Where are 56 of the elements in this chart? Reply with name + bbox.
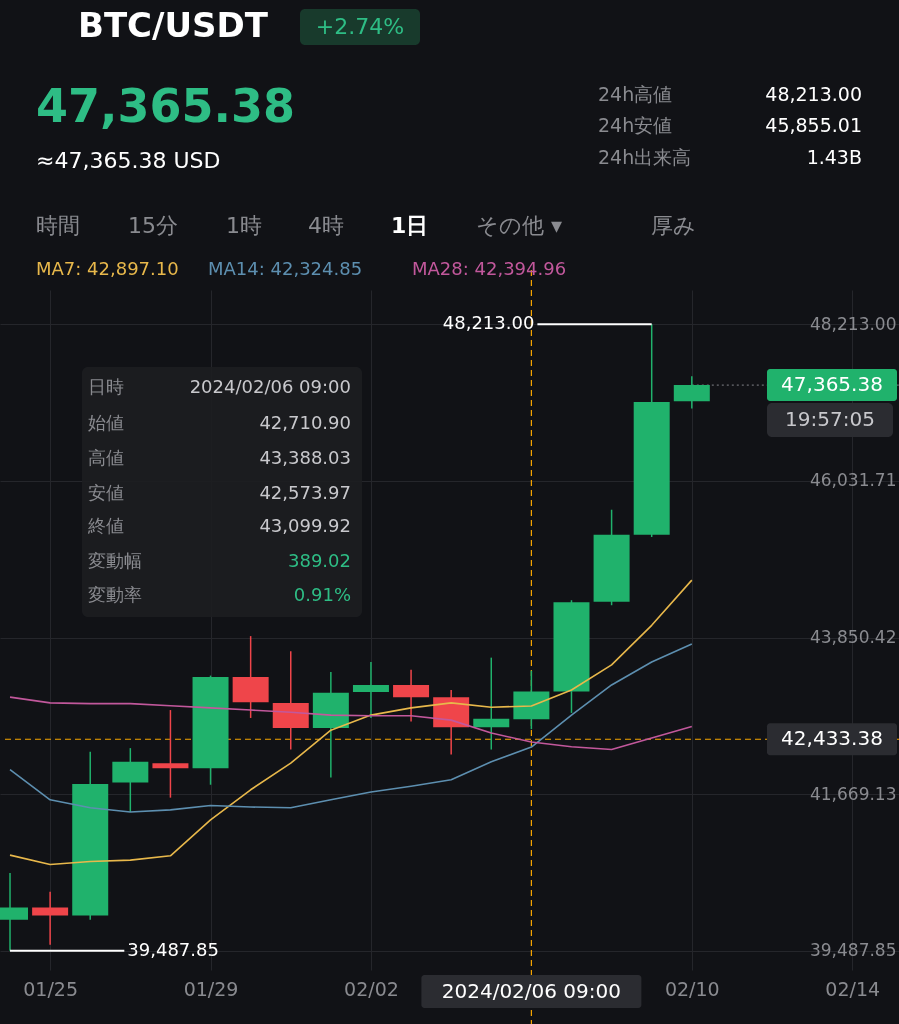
x-tick-label: 02/02 (344, 977, 399, 1000)
annotation: 19:57:05 (785, 407, 875, 431)
text: 24h安値 (598, 114, 673, 136)
annotation: 終値 (87, 515, 124, 536)
text: ≈47,365.38 USD (36, 148, 221, 173)
annotation: 389.02 (288, 550, 351, 571)
text: 時間 (36, 213, 80, 238)
text: 24h出来高 (598, 146, 692, 168)
chart-title: BTC/USDT (78, 5, 269, 45)
ref-line-label: 42,433.38 (781, 726, 883, 751)
text: 厚み (651, 213, 696, 238)
annotation: 安値 (88, 482, 124, 503)
annotation: 43,388.03 (259, 447, 351, 468)
text: 1日 (391, 213, 429, 238)
line-series (9, 696, 693, 751)
candlestick (473, 656, 510, 751)
annotation: 0.91% (293, 584, 351, 605)
y-tick-label: 48,213.00 (809, 313, 897, 334)
y-tick-label: 41,669.13 (809, 783, 897, 804)
text: 15分 (128, 213, 178, 238)
text: +2.74% (315, 14, 405, 39)
x-tick-label: 02/10 (664, 977, 720, 1000)
text: 1時 (226, 213, 262, 238)
annotation: 高値 (88, 447, 124, 468)
y-tick-label: 46,031.71 (809, 470, 897, 491)
annotation: 42,710.90 (259, 412, 351, 433)
ref-line-label: 2024/02/06 09:00 (441, 979, 622, 1003)
annotation: 変動幅 (88, 550, 142, 571)
annotation: 42,573.97 (259, 482, 351, 503)
x-tick-label: 01/29 (183, 977, 239, 1000)
y-tick-label: 43,850.42 (809, 627, 897, 648)
annotation: 43,099.92 (259, 515, 351, 536)
text: 4時 (308, 213, 344, 238)
text: 24h高値 (598, 83, 673, 105)
candlestick (152, 709, 189, 799)
ref-line-label: 47,365.38 (781, 372, 883, 397)
text: 48,213.00 (765, 83, 862, 105)
x-tick-label: 01/25 (23, 977, 78, 1000)
text: その他 ▾ (476, 213, 563, 238)
line-series (9, 643, 693, 813)
annotation: 日時 (88, 376, 124, 397)
candlestick (352, 661, 389, 719)
text: MA7: 42,897.10 (36, 258, 179, 279)
annotation: 変動率 (88, 584, 142, 605)
text: 45,855.01 (765, 114, 862, 136)
text: 1.43B (806, 146, 862, 168)
text: 47,365.38 (36, 79, 295, 133)
text: MA28: 42,394.96 (412, 258, 567, 279)
annotation: 48,213.00 (442, 312, 535, 334)
x-tick-label: 02/14 (825, 977, 881, 1000)
text: MA14: 42,324.85 (208, 258, 363, 279)
annotation: 始値 (88, 412, 124, 433)
annotation: 39,487.85 (127, 938, 219, 960)
line-series (9, 579, 693, 866)
y-tick-label: 39,487.85 (809, 940, 897, 961)
annotation: 2024/02/06 09:00 (189, 376, 351, 397)
